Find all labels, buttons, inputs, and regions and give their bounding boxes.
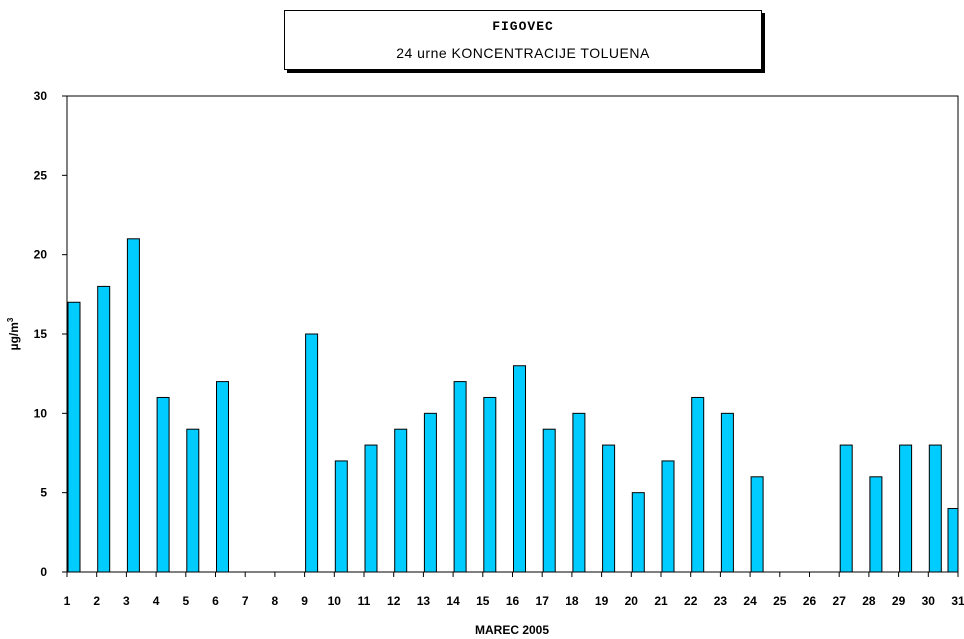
x-tick-label: 11 [358, 594, 371, 608]
bar [305, 333, 319, 573]
x-axis-label: MAREC 2005 [475, 623, 549, 637]
chart-title-box: FIGOVEC 24 urne KONCENTRACIJE TOLUENA [284, 10, 762, 70]
x-tick-label: 17 [536, 594, 550, 608]
bar [67, 301, 81, 573]
y-tick-label: 30 [34, 89, 48, 103]
x-tick-label: 15 [476, 594, 490, 608]
x-tick-label: 21 [654, 594, 668, 608]
x-tick-label: 26 [803, 594, 817, 608]
x-ticks: 1 2 3 4 5 6 7 8 9 10 11 12 13 14 15 16 17 18 19 20 21 22 23 24 2… [64, 572, 964, 608]
bar [334, 460, 348, 573]
x-tick-label: 25 [773, 594, 787, 608]
bars [67, 238, 959, 573]
y-tick-label: 0 [40, 565, 47, 579]
chart-subtitle: 24 urne KONCENTRACIJE TOLUENA [396, 45, 650, 61]
x-tick-label: 10 [328, 594, 342, 608]
bar [631, 492, 645, 573]
bar [453, 381, 467, 573]
x-tick-label: 24 [743, 594, 757, 608]
y-tick-label: 20 [34, 248, 48, 262]
x-tick-label: 27 [833, 594, 847, 608]
bar [186, 428, 200, 573]
x-tick-label: 16 [506, 594, 520, 608]
plot-frame [66, 95, 959, 573]
y-axis-label: µg/m3 [6, 317, 21, 350]
bar [899, 444, 913, 573]
bar [720, 412, 734, 573]
x-tick-label: 1 [64, 594, 71, 608]
x-tick-label: 5 [182, 594, 189, 608]
bar [423, 412, 437, 573]
bar [947, 508, 959, 573]
x-tick-label: 20 [625, 594, 639, 608]
x-tick-label: 6 [212, 594, 219, 608]
x-tick-label: 29 [892, 594, 906, 608]
y-tick-label: 5 [40, 486, 47, 500]
x-tick-label: 13 [417, 594, 431, 608]
x-tick-label: 14 [446, 594, 460, 608]
bar [572, 412, 586, 573]
bar [542, 428, 556, 573]
bar [691, 396, 705, 573]
x-tick-label: 28 [862, 594, 876, 608]
x-tick-label: 9 [301, 594, 308, 608]
y-tick-label: 25 [34, 168, 48, 182]
bar [156, 396, 170, 573]
bar [928, 444, 942, 573]
x-tick-label: 22 [684, 594, 698, 608]
bar [97, 285, 111, 573]
bar [394, 428, 408, 573]
x-tick-label: 8 [272, 594, 279, 608]
x-tick-label: 18 [565, 594, 579, 608]
x-tick-label: 7 [242, 594, 249, 608]
bar [839, 444, 853, 573]
bar [216, 381, 229, 573]
y-tick-label: 10 [34, 406, 48, 420]
x-tick-label: 3 [123, 594, 130, 608]
bar [869, 476, 883, 573]
x-tick-label: 19 [595, 594, 609, 608]
bar [661, 460, 675, 573]
x-tick-label: 2 [93, 594, 100, 608]
x-tick-label: 23 [714, 594, 728, 608]
x-tick-label: 31 [951, 594, 964, 608]
bar [126, 238, 140, 573]
bar [602, 444, 616, 573]
x-tick-label: 12 [387, 594, 401, 608]
bar [750, 476, 764, 573]
x-tick-label: 30 [922, 594, 936, 608]
bar [364, 444, 378, 573]
chart-title: FIGOVEC [492, 19, 554, 34]
bar [483, 396, 497, 573]
x-tick-label: 4 [153, 594, 160, 608]
y-tick-label: 15 [34, 327, 48, 341]
axes [66, 95, 959, 573]
bar [513, 365, 526, 573]
y-ticks: 0 5 10 15 20 25 30 [34, 89, 67, 579]
